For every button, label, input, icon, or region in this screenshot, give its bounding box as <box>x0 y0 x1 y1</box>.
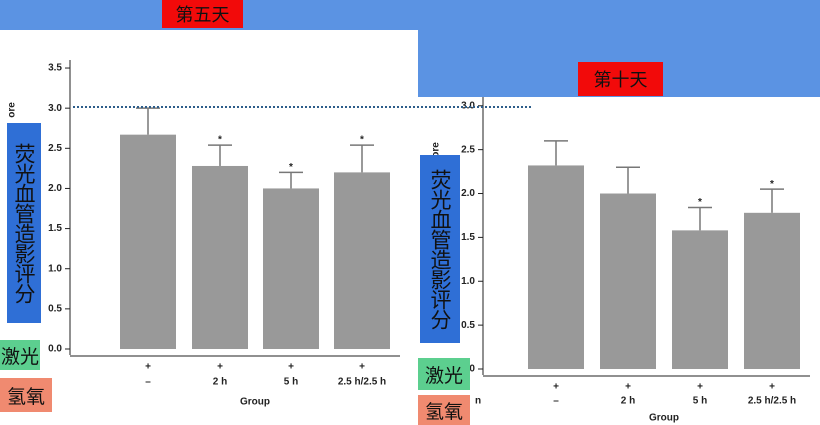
significance: * <box>360 135 364 146</box>
y-tick-label: 1.5 <box>461 232 475 243</box>
overlay-label: 氢氧 <box>418 395 470 425</box>
x-tick-label: 5 h <box>693 396 707 407</box>
row-mark: + <box>145 362 151 373</box>
bar <box>600 193 656 369</box>
bar <box>672 230 728 369</box>
row-mark: + <box>769 382 775 393</box>
bar <box>528 165 584 369</box>
y-axis-label: ore <box>7 102 18 118</box>
row-mark: + <box>625 382 631 393</box>
y-tick-label: 3.0 <box>461 100 475 111</box>
bar <box>263 188 319 349</box>
overlay-label: 激光 <box>0 340 40 370</box>
y-tick-label: 2.5 <box>48 143 62 154</box>
x-tick-label: 2.5 h/2.5 h <box>748 396 796 407</box>
y-tick-label: 1.5 <box>48 223 62 234</box>
y-tick-label: 0.5 <box>461 320 475 331</box>
row-mark: + <box>359 362 365 373</box>
row-mark: + <box>217 362 223 373</box>
significance: * <box>289 162 293 173</box>
y-tick-label: 2.5 <box>461 144 475 155</box>
overlay-label: 荧光血管造影评分 <box>420 155 460 343</box>
x-tick-label: – <box>553 396 559 407</box>
x-axis-label: Group <box>649 413 679 424</box>
x-axis-label: Group <box>240 397 270 408</box>
y-tick-label: 3.5 <box>48 63 62 74</box>
row-mark: + <box>288 362 294 373</box>
y-tick-label: 2.0 <box>461 188 475 199</box>
y-tick-label: 0.5 <box>48 304 62 315</box>
title: 第十天 <box>578 62 663 96</box>
bar <box>334 172 390 349</box>
significance: * <box>770 179 774 190</box>
bar <box>192 165 248 349</box>
x-tick-label: 2 h <box>621 396 635 407</box>
y-tick-label: 0.0 <box>48 344 62 355</box>
bar <box>744 212 800 369</box>
significance: * <box>218 135 222 146</box>
x-tick-label: 5 h <box>284 377 298 388</box>
y-tick-label: 1.0 <box>461 276 475 287</box>
y-tick-label: 2.0 <box>48 183 62 194</box>
x-tick-label: 2.5 h/2.5 h <box>338 377 386 388</box>
y-tick-label: 1.0 <box>48 263 62 274</box>
overlay-label: 氢氧 <box>0 378 52 412</box>
overlay-label: 荧光血管造影评分 <box>7 123 41 323</box>
y-tick-label: 3.0 <box>48 103 62 114</box>
overlay-label: 激光 <box>418 358 470 390</box>
row-label: n <box>475 396 481 407</box>
bar <box>120 134 176 349</box>
significance: * <box>698 197 702 208</box>
y-axis-label: ore <box>431 142 442 158</box>
title: 第五天 <box>162 0 243 28</box>
row-mark: + <box>697 382 703 393</box>
x-tick-label: 2 h <box>213 377 227 388</box>
x-tick-label: – <box>145 377 151 388</box>
row-mark: + <box>553 382 559 393</box>
